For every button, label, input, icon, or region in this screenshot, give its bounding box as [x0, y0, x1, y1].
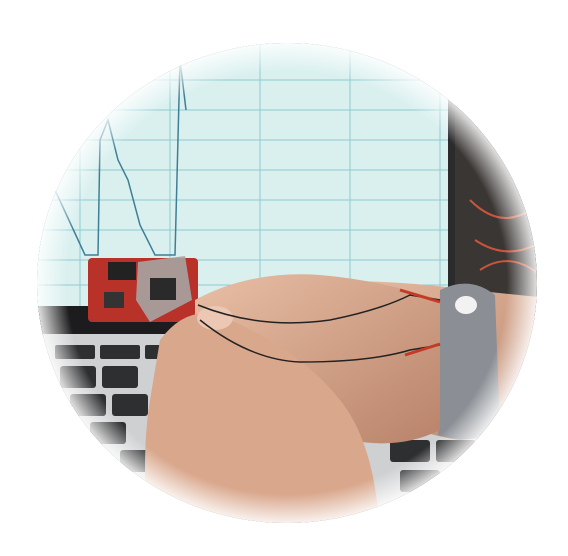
vignette [37, 43, 537, 523]
